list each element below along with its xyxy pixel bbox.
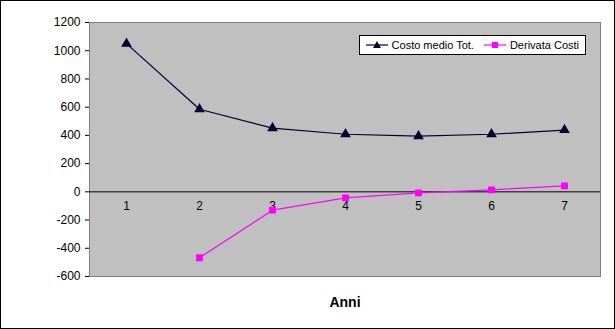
svg-text:200: 200: [60, 156, 80, 170]
svg-text:7: 7: [561, 199, 568, 213]
svg-text:-400: -400: [56, 241, 80, 255]
svg-text:5: 5: [415, 199, 422, 213]
svg-text:800: 800: [60, 72, 80, 86]
html-text:Costo medio Tot.: Costo medio Tot.: [391, 39, 474, 51]
svg-text:3: 3: [269, 199, 276, 213]
svg-text:-600: -600: [56, 269, 80, 283]
svg-text:1: 1: [123, 199, 130, 213]
svg-text:0: 0: [74, 185, 81, 199]
svg-text:600: 600: [60, 100, 80, 114]
svg-text:400: 400: [60, 128, 80, 142]
svg-text:Anni: Anni: [329, 294, 360, 310]
svg-text:4: 4: [342, 198, 349, 213]
svg-text:1000: 1000: [54, 44, 81, 58]
svg-text:2: 2: [196, 199, 203, 213]
svg-text:6: 6: [488, 199, 495, 213]
svg-text:-200: -200: [56, 213, 80, 227]
svg-text:1200: 1200: [54, 15, 81, 29]
html-text:Derivata Costi: Derivata Costi: [509, 39, 579, 51]
